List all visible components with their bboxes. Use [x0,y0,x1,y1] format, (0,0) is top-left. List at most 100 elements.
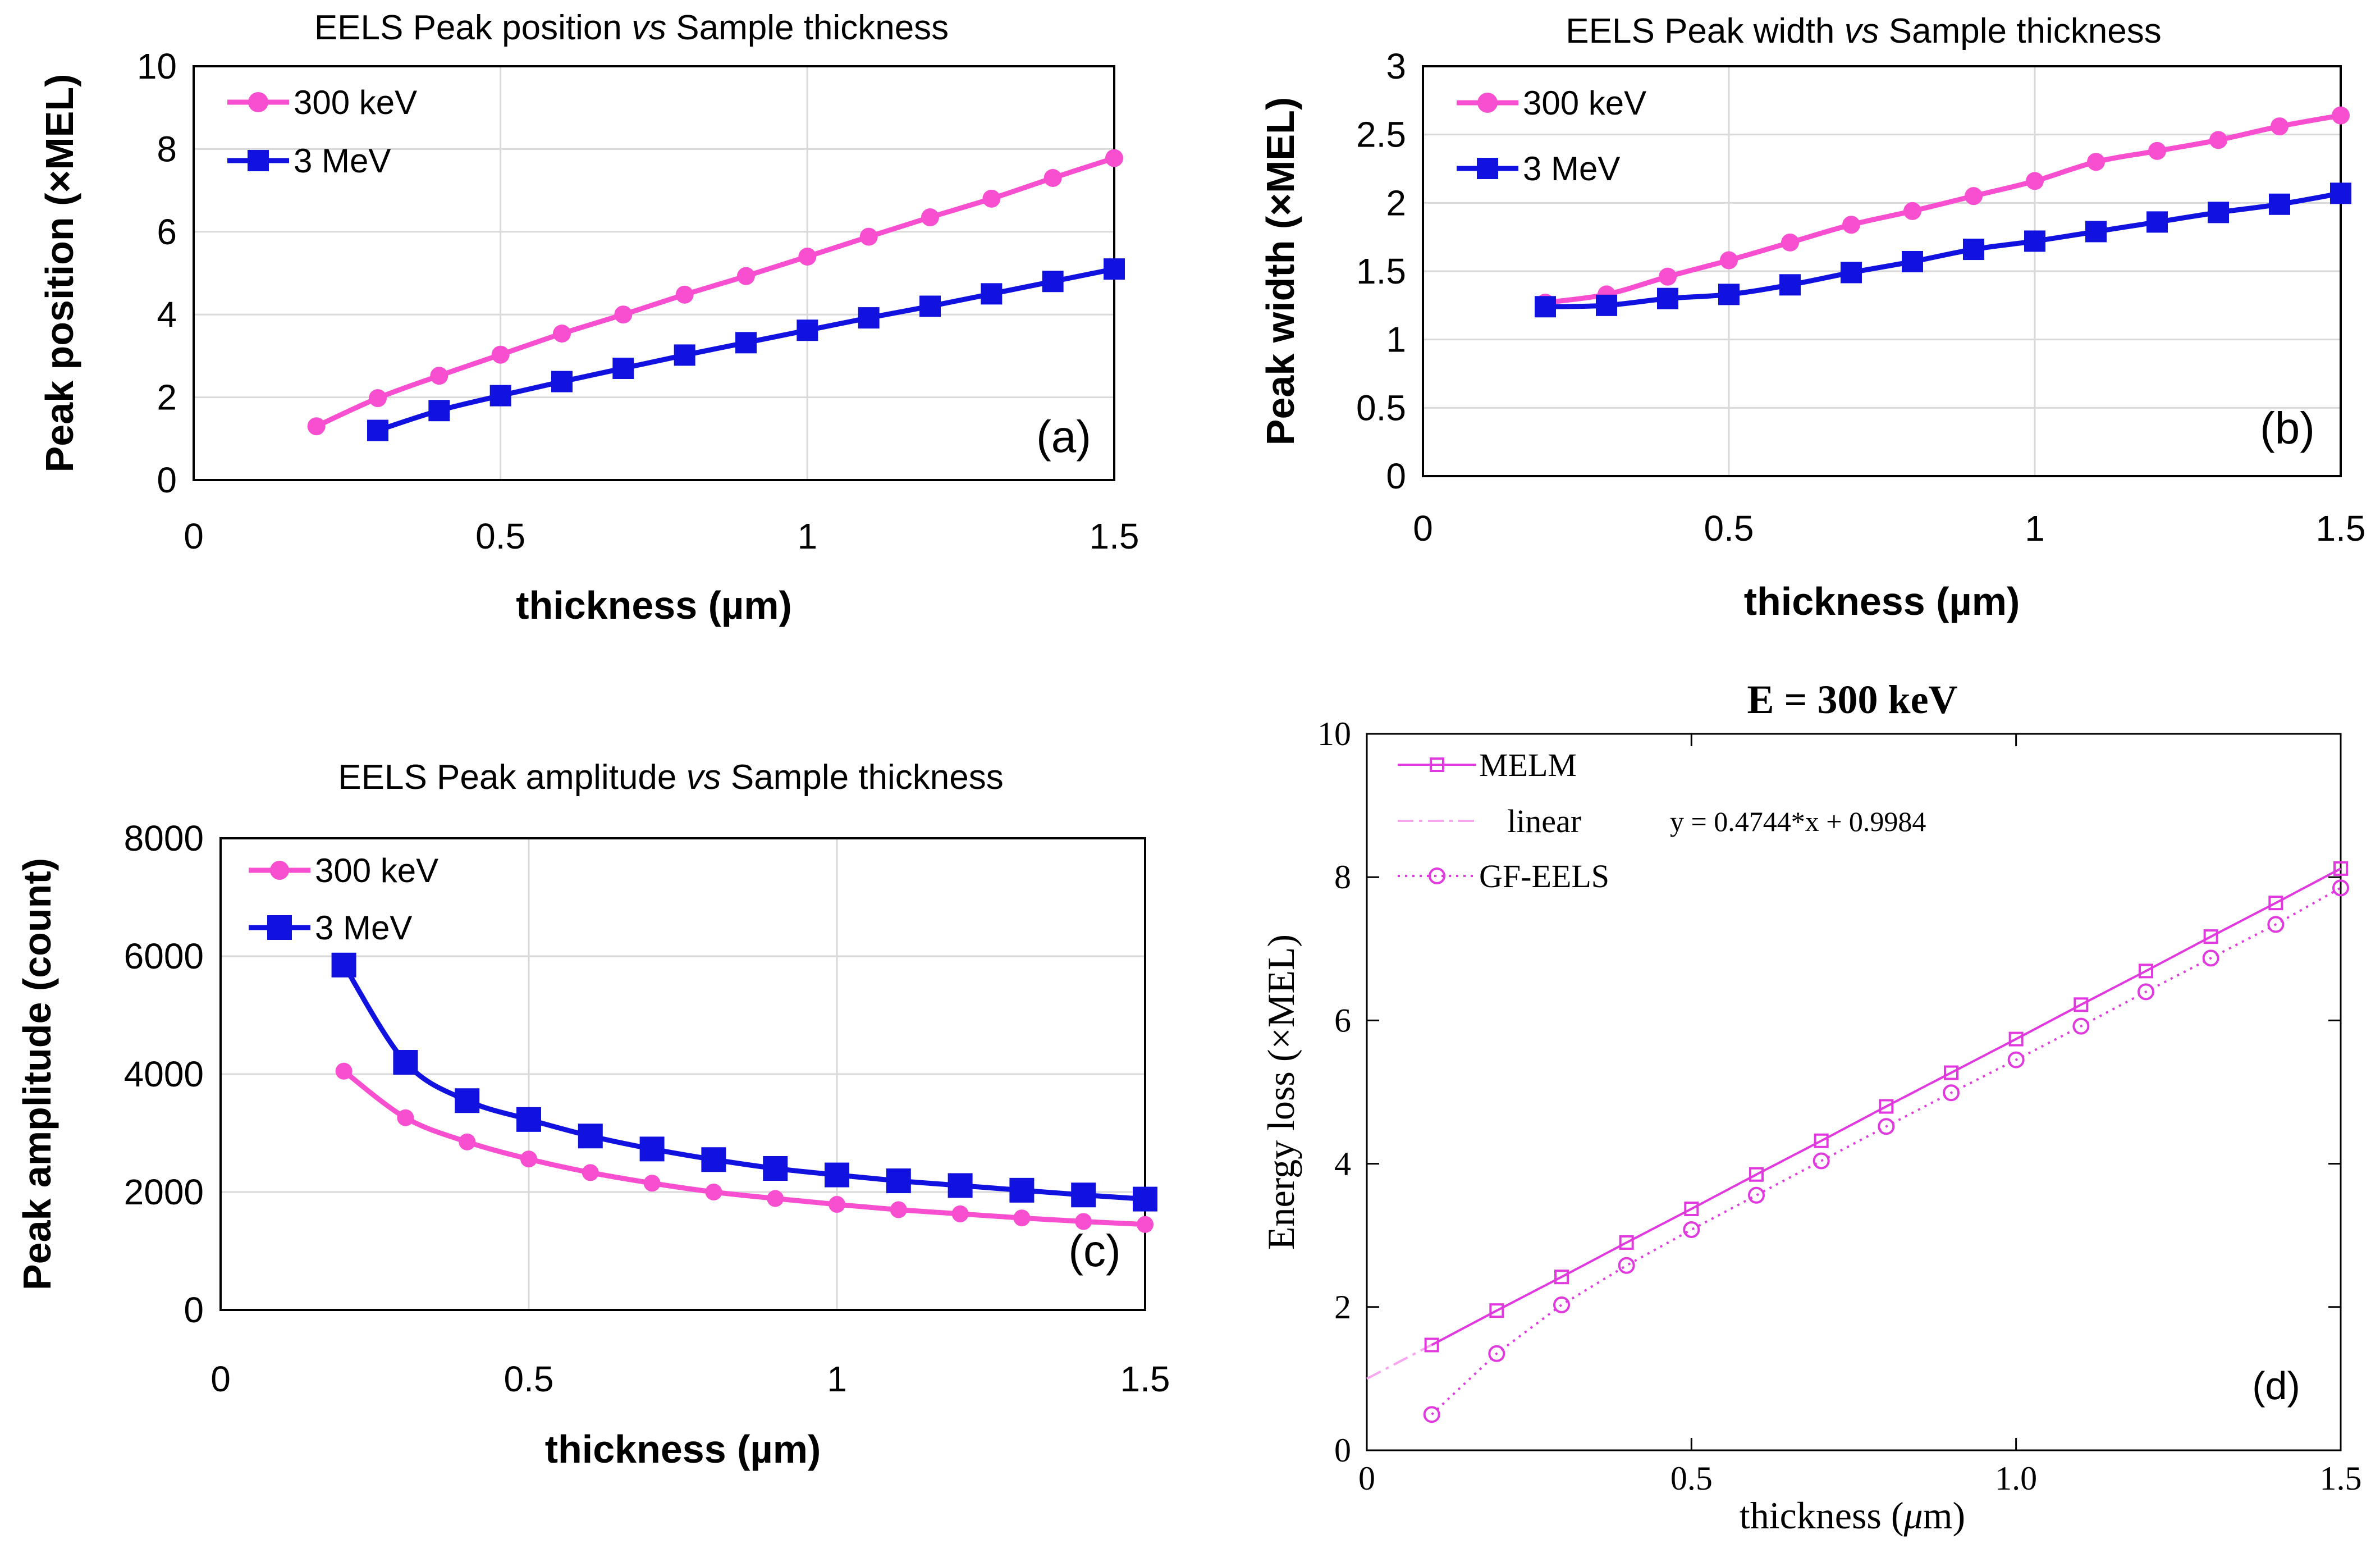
data-point [1554,1270,1569,1285]
data-point [1748,1186,1765,1204]
data-point [2148,141,2166,160]
legend-marker [1430,757,1444,772]
data-point [369,389,387,408]
data-point [428,400,450,422]
data-point [1720,251,1738,270]
legend-label: 300 keV [315,852,438,889]
data-point [1963,239,1984,261]
data-point [763,1156,788,1181]
data-point [1075,1213,1092,1230]
chart-title: EELS Peak width vs Sample thickness [1566,12,2161,51]
data-point [1902,250,1923,272]
y-tick-label: 10 [1317,715,1351,752]
legend-label: 3 MeV [1523,150,1620,188]
chart-panel-b: 0 0.5 1 1.5 2 2.5 3 0 0.5 1 1.5 300 keV 3 MeV EELS Pe… [1258,12,2365,623]
data-point [639,1136,665,1162]
legend-label: 3 MeV [315,909,412,947]
data-point [2087,153,2105,171]
title-part: Sample thickness [721,758,1004,797]
data-point [2268,896,2283,911]
x-tick-label: 1.5 [1090,516,1139,556]
y-tick-label: 2 [1386,182,1406,223]
data-point [705,1184,722,1200]
title-part: EELS Peak width [1566,12,1844,51]
y-tick-label: 6 [1334,1002,1351,1039]
title-part: EELS Peak position [314,8,631,47]
data-point [1535,296,1556,318]
data-point [2008,1031,2024,1047]
y-tick-label: 4000 [124,1054,204,1094]
y-axis-label: Peak position (×MEL) [38,74,81,473]
y-tick-label: 1.5 [1356,251,1406,291]
panel-label: (d) [2252,1364,2300,1408]
data-point [397,1109,414,1126]
data-point [307,417,326,436]
data-point [2074,997,2089,1012]
title-part: vs [1845,12,1879,51]
series-line [1431,887,2341,1415]
data-point [951,1205,969,1222]
y-tick-label: 8 [1334,859,1351,896]
data-point [643,1175,661,1192]
legend-marker [270,861,289,880]
data-point [1553,1296,1570,1313]
data-point [1043,168,1062,187]
data-point [491,345,510,364]
legend-marker [1477,93,1498,113]
x-tick-label: 1.0 [1995,1460,2037,1497]
data-point [1657,287,1678,309]
data-point [2209,131,2227,149]
data-point [2024,230,2045,252]
data-point [1596,294,1617,316]
data-point [2085,221,2107,243]
y-tick-label: 8 [157,129,177,169]
data-point [1489,1303,1504,1318]
data-point [1749,1167,1764,1182]
data-point [1718,284,1740,305]
data-point [1105,149,1123,167]
y-tick-label: 6000 [124,936,204,976]
x-label-part: m) [1923,1494,1966,1537]
data-point [2208,202,2229,223]
data-point [1943,1084,1960,1102]
data-point [1965,187,1983,206]
data-point [981,283,1003,305]
chart-title: EELS Peak amplitude vs Sample thickness [338,758,1004,797]
data-point [553,325,571,343]
data-point [886,1168,911,1194]
x-tick-label: 0.5 [475,516,525,556]
data-point [798,248,817,266]
title-part: EELS Peak amplitude [338,758,686,797]
data-point [520,1150,537,1168]
title-part: vs [686,758,721,797]
data-point [455,1088,480,1113]
x-tick-label: 0 [1413,508,1433,549]
data-point [2007,1051,2025,1068]
x-tick-label: 0.5 [1704,508,1754,549]
data-point [393,1050,418,1075]
data-point [1779,274,1801,296]
data-point [1133,1186,1157,1212]
data-point [2202,949,2219,967]
data-point [1013,1209,1031,1227]
data-point [2072,1017,2090,1035]
data-point [2332,106,2350,125]
title-part: vs [631,8,666,47]
data-point [797,319,818,341]
data-point [331,952,356,978]
data-point [701,1147,726,1172]
panel-label: (c) [1068,1226,1120,1276]
data-point [2139,963,2153,979]
legend-label: 3 MeV [294,142,391,180]
data-point [1042,271,1064,293]
chart-panel-d: 0 2 4 6 8 10 0 0.5 1.0 1.5 MELM linear y = 0.4744*x … [1260,677,2362,1537]
y-tick-label: 4 [157,294,177,335]
data-point [737,267,755,285]
legend-marker [267,915,292,940]
x-tick-label: 1 [2025,508,2045,549]
y-axis-label: Energy loss (×MEL) [1260,934,1302,1250]
y-tick-label: 6 [157,212,177,252]
data-point [459,1133,476,1150]
data-point [859,227,878,246]
